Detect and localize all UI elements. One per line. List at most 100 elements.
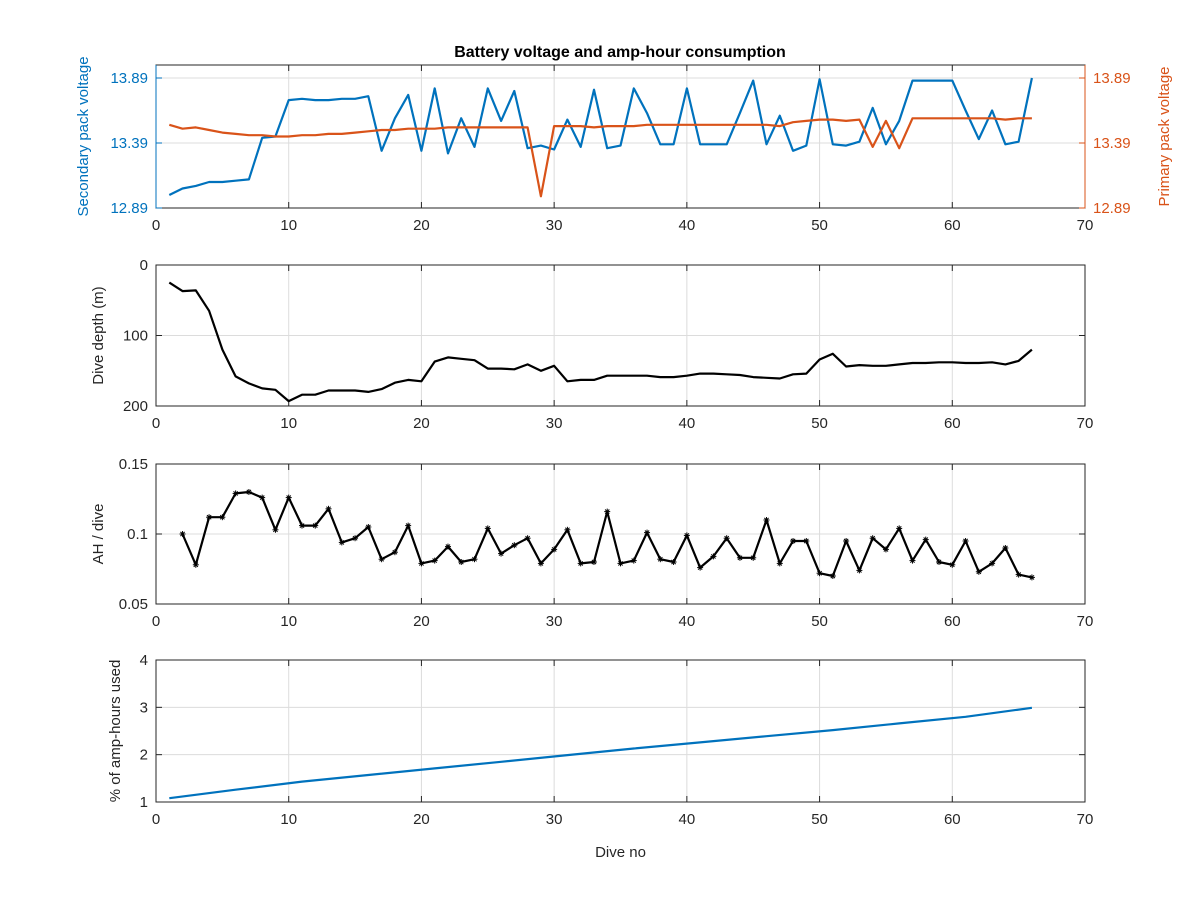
y-tick-label: 13.89 <box>110 70 148 87</box>
data-point <box>829 573 836 579</box>
data-point <box>1002 545 1009 551</box>
subplot-2: 0 10 20 30 40 50 60 70 0 100 200 Dive depth (m) <box>90 257 1093 432</box>
data-point <box>697 564 704 571</box>
data-point <box>683 532 690 539</box>
x-tick-label: 0 <box>152 613 160 630</box>
data-point <box>1015 571 1022 578</box>
y-tick-label: 3 <box>140 699 148 716</box>
data-point <box>206 514 213 521</box>
y-tick-label: 0 <box>140 257 148 274</box>
data-point <box>391 549 398 556</box>
data-point <box>444 543 451 550</box>
data-point <box>989 560 996 567</box>
series-line-2 <box>168 117 1032 198</box>
x-tick-label: 50 <box>811 217 828 234</box>
series-line-1 <box>169 706 1033 800</box>
chart-title: Battery voltage and amp-hour consumption <box>454 44 786 61</box>
y-tick-label: 4 <box>140 652 148 669</box>
data-point <box>896 525 903 532</box>
data-point <box>604 508 611 515</box>
x-tick-label: 60 <box>944 415 961 432</box>
subplot-4: 0 10 20 30 40 50 60 70 1 2 3 4 % of amp-hours used Di… <box>107 652 1093 861</box>
x-tick-label: 40 <box>679 415 696 432</box>
data-point <box>617 560 624 567</box>
x-tick-label: 0 <box>152 415 160 432</box>
data-point <box>962 538 969 544</box>
data-point <box>405 522 412 529</box>
x-tick-label: 50 <box>811 415 828 432</box>
data-point <box>192 561 199 568</box>
subplot-3: 0 10 20 30 40 50 60 70 0.05 0.1 0.15 AH / dive <box>90 456 1093 630</box>
x-tick-label: 30 <box>546 811 563 828</box>
data-point <box>710 553 717 560</box>
data-point <box>245 489 252 495</box>
x-tick-label: 60 <box>944 217 961 234</box>
series-line-1 <box>168 281 1033 403</box>
subplots: 0 10 20 30 40 50 60 7012.8913.3913.89Secondary … <box>75 56 1173 861</box>
y2-axis-label: Primary pack voltage <box>1156 66 1173 206</box>
x-tick-label: 0 <box>152 811 160 828</box>
data-point <box>763 517 770 523</box>
x-tick-label: 50 <box>811 613 828 630</box>
series-line-1 <box>168 77 1033 196</box>
data-point <box>458 559 465 565</box>
data-point <box>909 557 916 564</box>
data-point <box>843 538 850 544</box>
y-tick-label: 13.39 <box>110 135 148 152</box>
data-point <box>431 557 438 564</box>
data-point <box>644 529 651 536</box>
x-tick-label: 10 <box>280 415 297 432</box>
data-point <box>352 535 359 542</box>
data-point <box>285 494 292 501</box>
x-axis-label: Dive no <box>595 844 646 861</box>
y2-tick-label: 13.89 <box>1093 70 1131 87</box>
x-tick-label: 30 <box>546 217 563 234</box>
data-point <box>272 526 279 533</box>
data-point <box>776 560 783 567</box>
data-point <box>736 554 743 561</box>
x-tick-label: 20 <box>413 613 430 630</box>
x-tick-label: 70 <box>1077 613 1094 630</box>
x-tick-label: 10 <box>280 811 297 828</box>
data-point <box>564 526 571 533</box>
data-point <box>365 524 372 530</box>
y-axis-label: AH / dive <box>90 504 107 565</box>
data-point <box>524 535 531 542</box>
y2-tick-label: 13.39 <box>1093 135 1131 152</box>
x-tick-label: 30 <box>546 613 563 630</box>
y-axis-label: Dive depth (m) <box>90 286 107 384</box>
data-point <box>537 560 544 567</box>
data-point <box>577 560 584 567</box>
data-point <box>630 557 637 564</box>
data-point <box>922 536 929 543</box>
y-tick-label: 100 <box>123 328 148 345</box>
y-tick-label: 0.15 <box>119 456 148 473</box>
y-tick-label: 1 <box>140 794 148 811</box>
x-tick-label: 60 <box>944 613 961 630</box>
data-point <box>670 559 677 565</box>
data-point <box>590 559 597 565</box>
data-point <box>949 561 956 568</box>
data-point <box>975 568 982 575</box>
y-tick-label: 0.1 <box>127 526 148 543</box>
data-point <box>179 531 186 537</box>
x-tick-label: 20 <box>413 415 430 432</box>
x-tick-label: 40 <box>679 613 696 630</box>
data-point <box>551 546 558 553</box>
y2-tick-label: 12.89 <box>1093 200 1131 217</box>
x-tick-label: 40 <box>679 811 696 828</box>
data-point <box>750 554 757 561</box>
x-tick-label: 60 <box>944 811 961 828</box>
x-tick-label: 40 <box>679 217 696 234</box>
y-tick-label: 200 <box>123 398 148 415</box>
data-point <box>298 522 305 529</box>
x-tick-label: 70 <box>1077 217 1094 234</box>
data-point <box>511 542 518 549</box>
subplot-1: 0 10 20 30 40 50 60 7012.8913.3913.89Secondary … <box>75 56 1173 234</box>
data-point <box>259 494 266 501</box>
data-point <box>378 556 385 563</box>
y-axis-label: % of amp-hours used <box>107 660 124 803</box>
data-point <box>338 539 345 546</box>
data-point <box>856 567 863 574</box>
